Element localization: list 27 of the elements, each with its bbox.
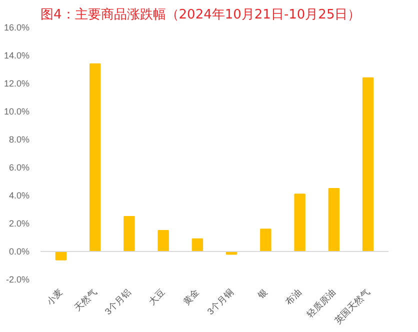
y-tick-label: 4.0%: [8, 190, 30, 200]
bar: [89, 63, 101, 252]
y-tick-label: 6.0%: [8, 162, 30, 172]
bar: [362, 77, 374, 252]
x-tick-label: 天然气: [72, 286, 99, 314]
chart-title: 图4：主要商品涨跌幅（2024年10月21日-10月25日）: [40, 6, 361, 22]
y-tick-label: 8.0%: [8, 134, 30, 144]
x-tick-label: 黄金: [181, 286, 201, 307]
x-tick-label: 银: [255, 286, 270, 302]
x-tick-label: 布油: [284, 286, 304, 307]
bar: [328, 188, 340, 252]
bar: [124, 216, 135, 252]
x-tick-label: 小麦: [44, 286, 65, 307]
y-tick-label: -2.0%: [6, 274, 30, 284]
x-tick-label: 3个月铜: [205, 286, 236, 317]
y-tick-label: 16.0%: [4, 22, 30, 32]
y-tick-label: 0.0%: [8, 246, 30, 256]
y-tick-label: 12.0%: [4, 78, 30, 88]
bar: [260, 228, 272, 252]
x-tick-label: 大豆: [147, 286, 167, 307]
y-tick-label: 10.0%: [4, 106, 30, 116]
bar: [158, 230, 169, 252]
y-tick-label: 2.0%: [8, 218, 30, 228]
x-tick-label: 3个月铝: [103, 286, 133, 317]
bar: [192, 238, 204, 252]
y-tick-label: 14.0%: [4, 50, 30, 60]
bar: [294, 194, 306, 252]
